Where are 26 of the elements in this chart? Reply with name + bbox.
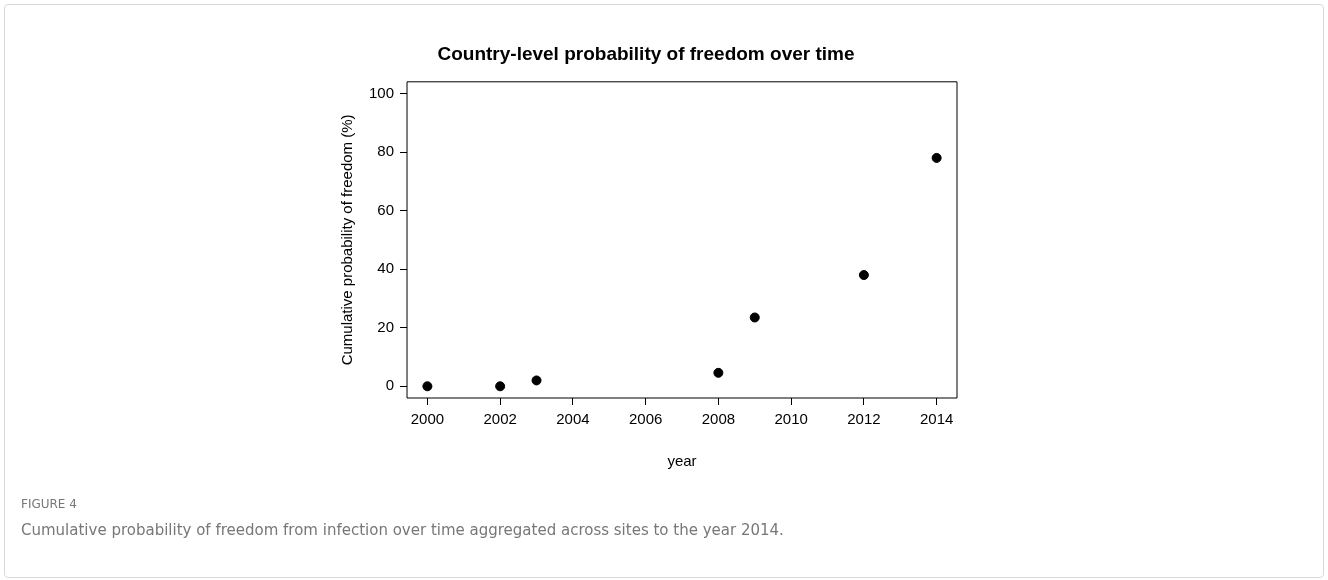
point — [713, 367, 724, 378]
chart-title: Country-level probability of freedom over time — [437, 42, 855, 64]
x-tick-label: 2006 — [628, 410, 663, 428]
x-axis-title: year — [667, 452, 697, 470]
x-tick-label: 2012 — [847, 410, 881, 428]
y-tick-label: 100 — [369, 83, 395, 101]
y-tick-label: 0 — [385, 376, 395, 394]
x-tick-label: 2014 — [919, 410, 954, 428]
point — [422, 381, 433, 392]
y-tick-label: 40 — [377, 259, 395, 277]
point — [531, 375, 542, 386]
caption: FIGURE 4 — [21, 497, 77, 511]
point — [749, 312, 760, 323]
point — [858, 270, 869, 281]
point — [931, 152, 942, 163]
x-tick-label: 2000 — [410, 410, 445, 428]
x-tick-label: 2002 — [483, 410, 517, 428]
x-tick-label: 2010 — [774, 410, 808, 428]
x-tick-label: 2004 — [556, 410, 590, 428]
y-tick-label: 60 — [377, 200, 395, 218]
y-tick-label: 20 — [377, 317, 395, 335]
x-tick-label: 2008 — [701, 410, 736, 428]
text: Cumulative probability of freedom from infection over time aggregated across sites to the year 2014. — [21, 521, 784, 539]
y-tick-label: 80 — [377, 142, 395, 160]
point — [495, 381, 506, 392]
y-axis-title: Cumulative probability of freedom (%) — [338, 114, 356, 366]
